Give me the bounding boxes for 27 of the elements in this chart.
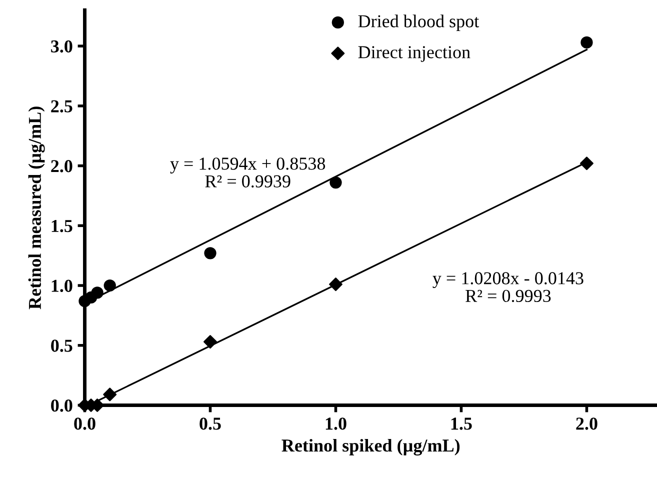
annotation: y = 1.0208x - 0.0143 R² = 0.9993 — [432, 272, 584, 302]
point — [204, 247, 216, 260]
y-tick-label: 1.5 — [52, 220, 72, 232]
x-tick-label: 1.0 — [326, 418, 346, 430]
legend-label: Dried blood spot — [358, 14, 480, 32]
y-tick-label: 0.0 — [51, 399, 72, 412]
point — [203, 335, 217, 349]
legend-label: Direct injection — [358, 46, 470, 62]
x-tick-label: 1.5 — [451, 418, 472, 430]
y-tick-label: 1.0 — [52, 280, 72, 292]
y-tick-label: 0.5 — [51, 340, 72, 352]
point — [330, 176, 342, 189]
point — [580, 36, 593, 49]
y-tick-label: 3.0 — [51, 40, 72, 53]
point — [103, 388, 117, 402]
point — [328, 278, 342, 292]
x-tick-label: 0.5 — [200, 418, 221, 430]
x-axis-title: Retinol spiked (µg/mL) — [282, 438, 460, 456]
point — [91, 286, 104, 299]
point — [104, 279, 116, 292]
annotation: y = 1.0594x + 0.8538 R² = 0.9939 — [170, 158, 326, 188]
x-tick-label: 0.0 — [74, 418, 96, 430]
point — [580, 156, 594, 170]
y-tick-label: 2.5 — [51, 100, 72, 112]
x-tick-label: 2.0 — [576, 418, 598, 430]
y-tick-label: 2.0 — [51, 160, 72, 172]
y-axis-title: Retinol measured (µg/mL) — [28, 106, 45, 310]
